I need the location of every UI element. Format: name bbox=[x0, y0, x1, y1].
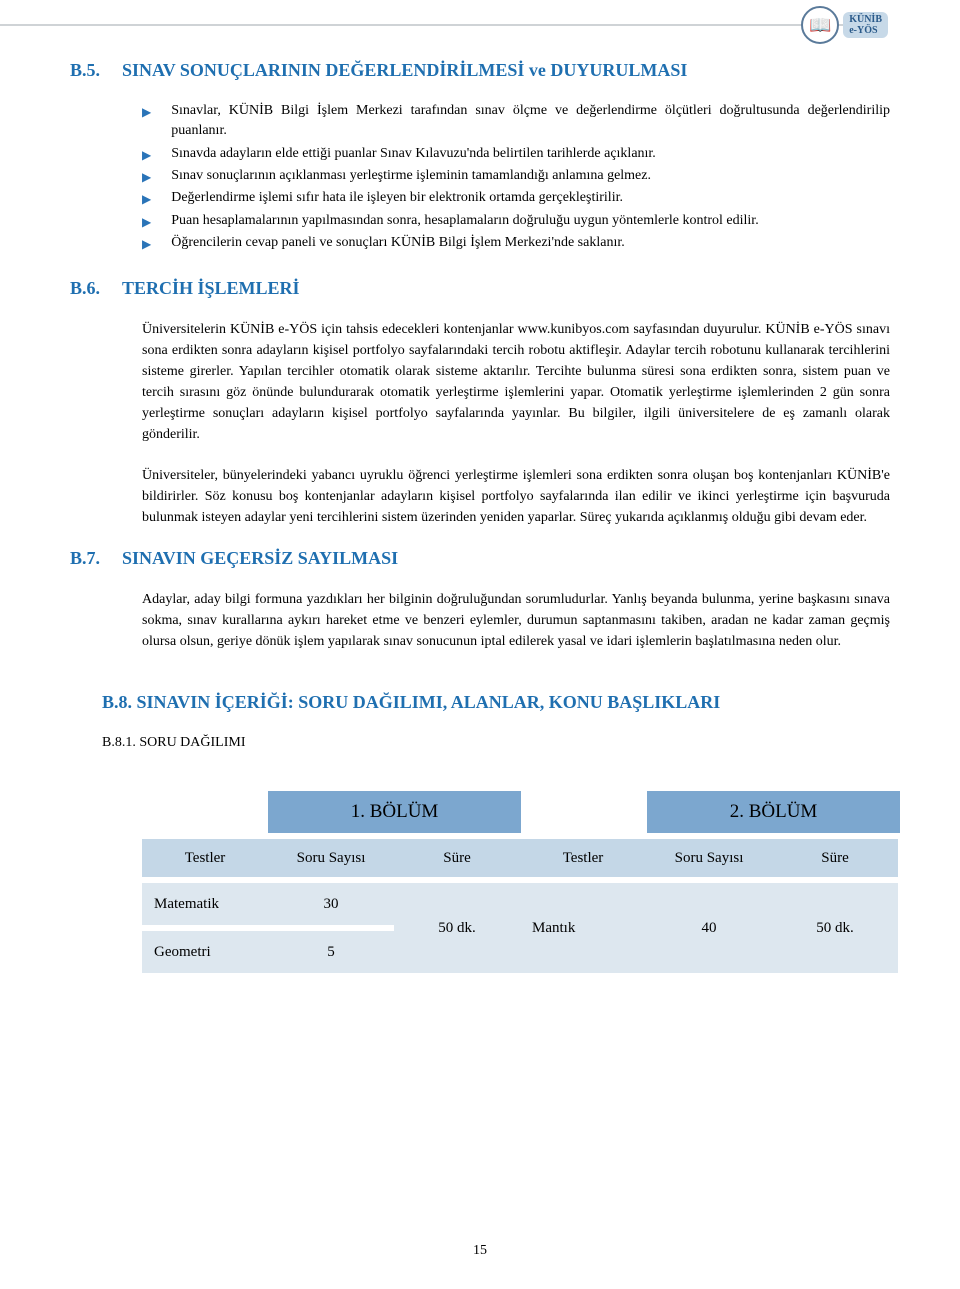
triangle-icon: ▶ bbox=[142, 236, 151, 253]
cell-mantik: Mantık bbox=[520, 883, 646, 973]
b5-bullets: ▶ Sınavlar, KÜNİB Bilgi İşlem Merkezi tar… bbox=[142, 101, 890, 254]
col-sure-2: Süre bbox=[772, 839, 898, 878]
header-divider bbox=[0, 24, 880, 26]
section-b7-num: B.7. bbox=[70, 548, 122, 569]
b7-para: Adaylar, aday bilgi formuna yazdıkları h… bbox=[142, 589, 890, 652]
table-row: Matematik 30 bbox=[142, 883, 394, 925]
cell-matematik-count: 30 bbox=[268, 883, 394, 925]
bullet-text: Sınav sonuçlarının açıklanması yerleştir… bbox=[171, 166, 890, 186]
cell-geometri: Geometri bbox=[142, 931, 268, 973]
bullet-item: ▶ Değerlendirme işlemi sıfır hata ile işl… bbox=[142, 188, 890, 208]
b6-para2: Üniversiteler, bünyelerindeki yabancı uy… bbox=[142, 465, 890, 528]
triangle-icon: ▶ bbox=[142, 191, 151, 208]
b6-para1: Üniversitelerin KÜNİB e-YÖS için tahsis … bbox=[142, 319, 890, 445]
distribution-table: 1. BÖLÜM 2. BÖLÜM Testler Soru Sayısı Sü… bbox=[142, 791, 902, 974]
section1-header: 1. BÖLÜM bbox=[268, 791, 521, 833]
bullet-item: ▶ Sınavlar, KÜNİB Bilgi İşlem Merkezi tar… bbox=[142, 101, 890, 142]
page-number: 15 bbox=[0, 1243, 960, 1259]
cell-mantik-count: 40 bbox=[646, 883, 772, 973]
col-testler-1: Testler bbox=[142, 839, 268, 878]
section-b5-heading: B.5.SINAV SONUÇLARININ DEĞERLENDİRİLMESİ… bbox=[70, 60, 890, 81]
logo: 📖 KÜNİB e-YÖS bbox=[801, 6, 888, 44]
bullet-item: ▶ Öğrencilerin cevap paneli ve sonuçları … bbox=[142, 233, 890, 253]
section-b7-title: SINAVIN GEÇERSİZ SAYILMASI bbox=[122, 548, 398, 568]
page-content: B.5.SINAV SONUÇLARININ DEĞERLENDİRİLMESİ… bbox=[70, 60, 890, 973]
section2-header: 2. BÖLÜM bbox=[647, 791, 900, 833]
cell-geometri-count: 5 bbox=[268, 931, 394, 973]
section-b7-heading: B.7.SINAVIN GEÇERSİZ SAYILMASI bbox=[70, 548, 890, 569]
table-col-headers: Testler Soru Sayısı Süre Testler Soru Sa… bbox=[142, 839, 902, 878]
section-b81-heading: B.8.1. SORU DAĞILIMI bbox=[102, 735, 890, 751]
cell-right-sure: 50 dk. bbox=[772, 883, 898, 973]
bullet-text: Değerlendirme işlemi sıfır hata ile işle… bbox=[171, 188, 890, 208]
col-testler-2: Testler bbox=[520, 839, 646, 878]
bullet-item: ▶ Sınavda adayların elde ettiği puanlar S… bbox=[142, 144, 890, 164]
logo-line2: e-YÖS bbox=[849, 25, 882, 36]
bullet-text: Puan hesaplamalarının yapılmasından sonr… bbox=[171, 211, 890, 231]
table-body: Matematik 30 Geometri 5 50 dk. Mantık 40… bbox=[142, 883, 902, 973]
col-sure-1: Süre bbox=[394, 839, 520, 878]
logo-badge-icon: 📖 bbox=[801, 6, 839, 44]
table-row: Geometri 5 bbox=[142, 931, 394, 973]
section-b5-title: SINAV SONUÇLARININ DEĞERLENDİRİLMESİ ve … bbox=[122, 60, 687, 80]
bullet-text: Öğrencilerin cevap paneli ve sonuçları K… bbox=[171, 233, 890, 253]
triangle-icon: ▶ bbox=[142, 104, 151, 121]
cell-matematik: Matematik bbox=[142, 883, 268, 925]
section-b6-title: TERCİH İŞLEMLERİ bbox=[122, 278, 300, 298]
logo-line1: KÜNİB bbox=[849, 14, 882, 25]
triangle-icon: ▶ bbox=[142, 147, 151, 164]
triangle-icon: ▶ bbox=[142, 169, 151, 186]
bullet-item: ▶ Puan hesaplamalarının yapılmasından son… bbox=[142, 211, 890, 231]
bullet-text: Sınavda adayların elde ettiği puanlar Sı… bbox=[171, 144, 890, 164]
logo-text: KÜNİB e-YÖS bbox=[843, 12, 888, 38]
col-soru-1: Soru Sayısı bbox=[268, 839, 394, 878]
cell-left-sure: 50 dk. bbox=[394, 883, 520, 973]
section-b8-heading: B.8. SINAVIN İÇERİĞİ: SORU DAĞILIMI, ALA… bbox=[102, 692, 890, 713]
bullet-text: Sınavlar, KÜNİB Bilgi İşlem Merkezi tara… bbox=[171, 101, 890, 142]
bullet-item: ▶ Sınav sonuçlarının açıklanması yerleşti… bbox=[142, 166, 890, 186]
triangle-icon: ▶ bbox=[142, 214, 151, 231]
table-section-row: 1. BÖLÜM 2. BÖLÜM bbox=[142, 791, 902, 833]
col-soru-2: Soru Sayısı bbox=[646, 839, 772, 878]
section-b6-num: B.6. bbox=[70, 278, 122, 299]
section-b6-heading: B.6.TERCİH İŞLEMLERİ bbox=[70, 278, 890, 299]
section-b5-num: B.5. bbox=[70, 60, 122, 81]
